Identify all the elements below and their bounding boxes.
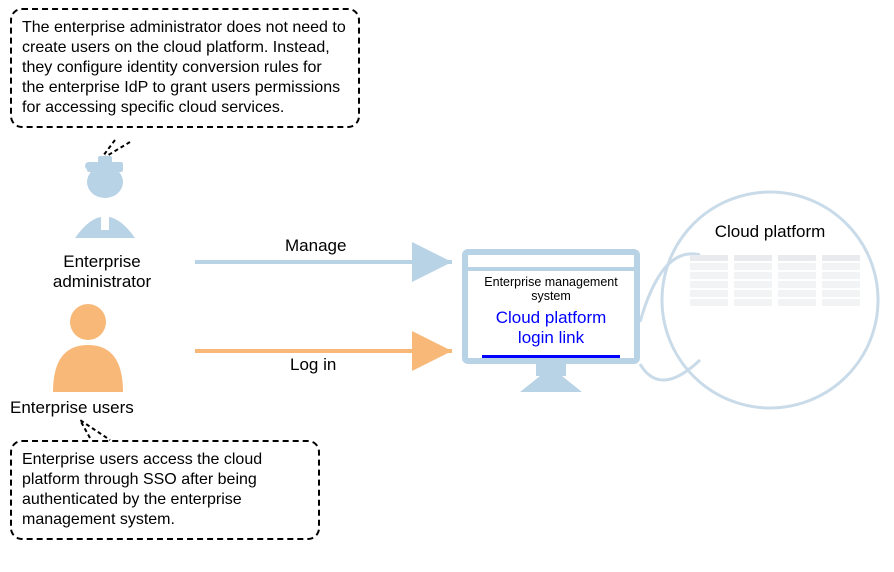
cloud-dashboard — [690, 255, 860, 306]
dash-cell — [778, 272, 816, 279]
dash-cell — [822, 272, 860, 279]
dash-cell — [822, 290, 860, 297]
dash-cell — [822, 255, 860, 261]
arrow-label-login: Log in — [290, 355, 336, 375]
arrow-label-login-text: Log in — [290, 355, 336, 374]
ems-label: Enterprise management system — [474, 275, 628, 304]
dash-cell — [778, 263, 816, 270]
label-admin: Enterpriseadministrator — [22, 252, 182, 292]
dash-cell — [690, 272, 728, 279]
dash-cell — [734, 272, 772, 279]
dash-cell — [822, 299, 860, 306]
dash-cell — [690, 290, 728, 297]
dash-cell — [778, 299, 816, 306]
cloud-login-link-text: Cloud platform login link — [496, 308, 607, 347]
dash-cell — [734, 290, 772, 297]
dash-cell — [734, 255, 772, 261]
dash-cell — [690, 263, 728, 270]
dash-cell — [822, 263, 860, 270]
cloud-title-text: Cloud platform — [715, 222, 826, 241]
dash-cell — [690, 281, 728, 288]
dash-cell — [734, 299, 772, 306]
monitor-titlebar — [468, 255, 634, 271]
monitor-body: Enterprise management system Cloud platf… — [468, 271, 634, 366]
arrow-label-manage-text: Manage — [285, 236, 346, 255]
monitor: Enterprise management system Cloud platf… — [462, 249, 640, 364]
label-users: Enterprise users — [10, 398, 180, 418]
dash-cell — [734, 263, 772, 270]
arrow-label-manage: Manage — [285, 236, 346, 256]
cloud-login-link[interactable]: Cloud platform login link — [482, 308, 621, 358]
dash-cell — [822, 281, 860, 288]
dash-cell — [690, 255, 728, 261]
dash-cell — [778, 290, 816, 297]
dash-cell — [690, 299, 728, 306]
dash-cell — [778, 255, 816, 261]
dash-cell — [734, 281, 772, 288]
cloud-title: Cloud platform — [700, 222, 840, 242]
dash-cell — [778, 281, 816, 288]
label-users-text: Enterprise users — [10, 398, 134, 417]
label-admin-text: Enterpriseadministrator — [53, 252, 151, 291]
